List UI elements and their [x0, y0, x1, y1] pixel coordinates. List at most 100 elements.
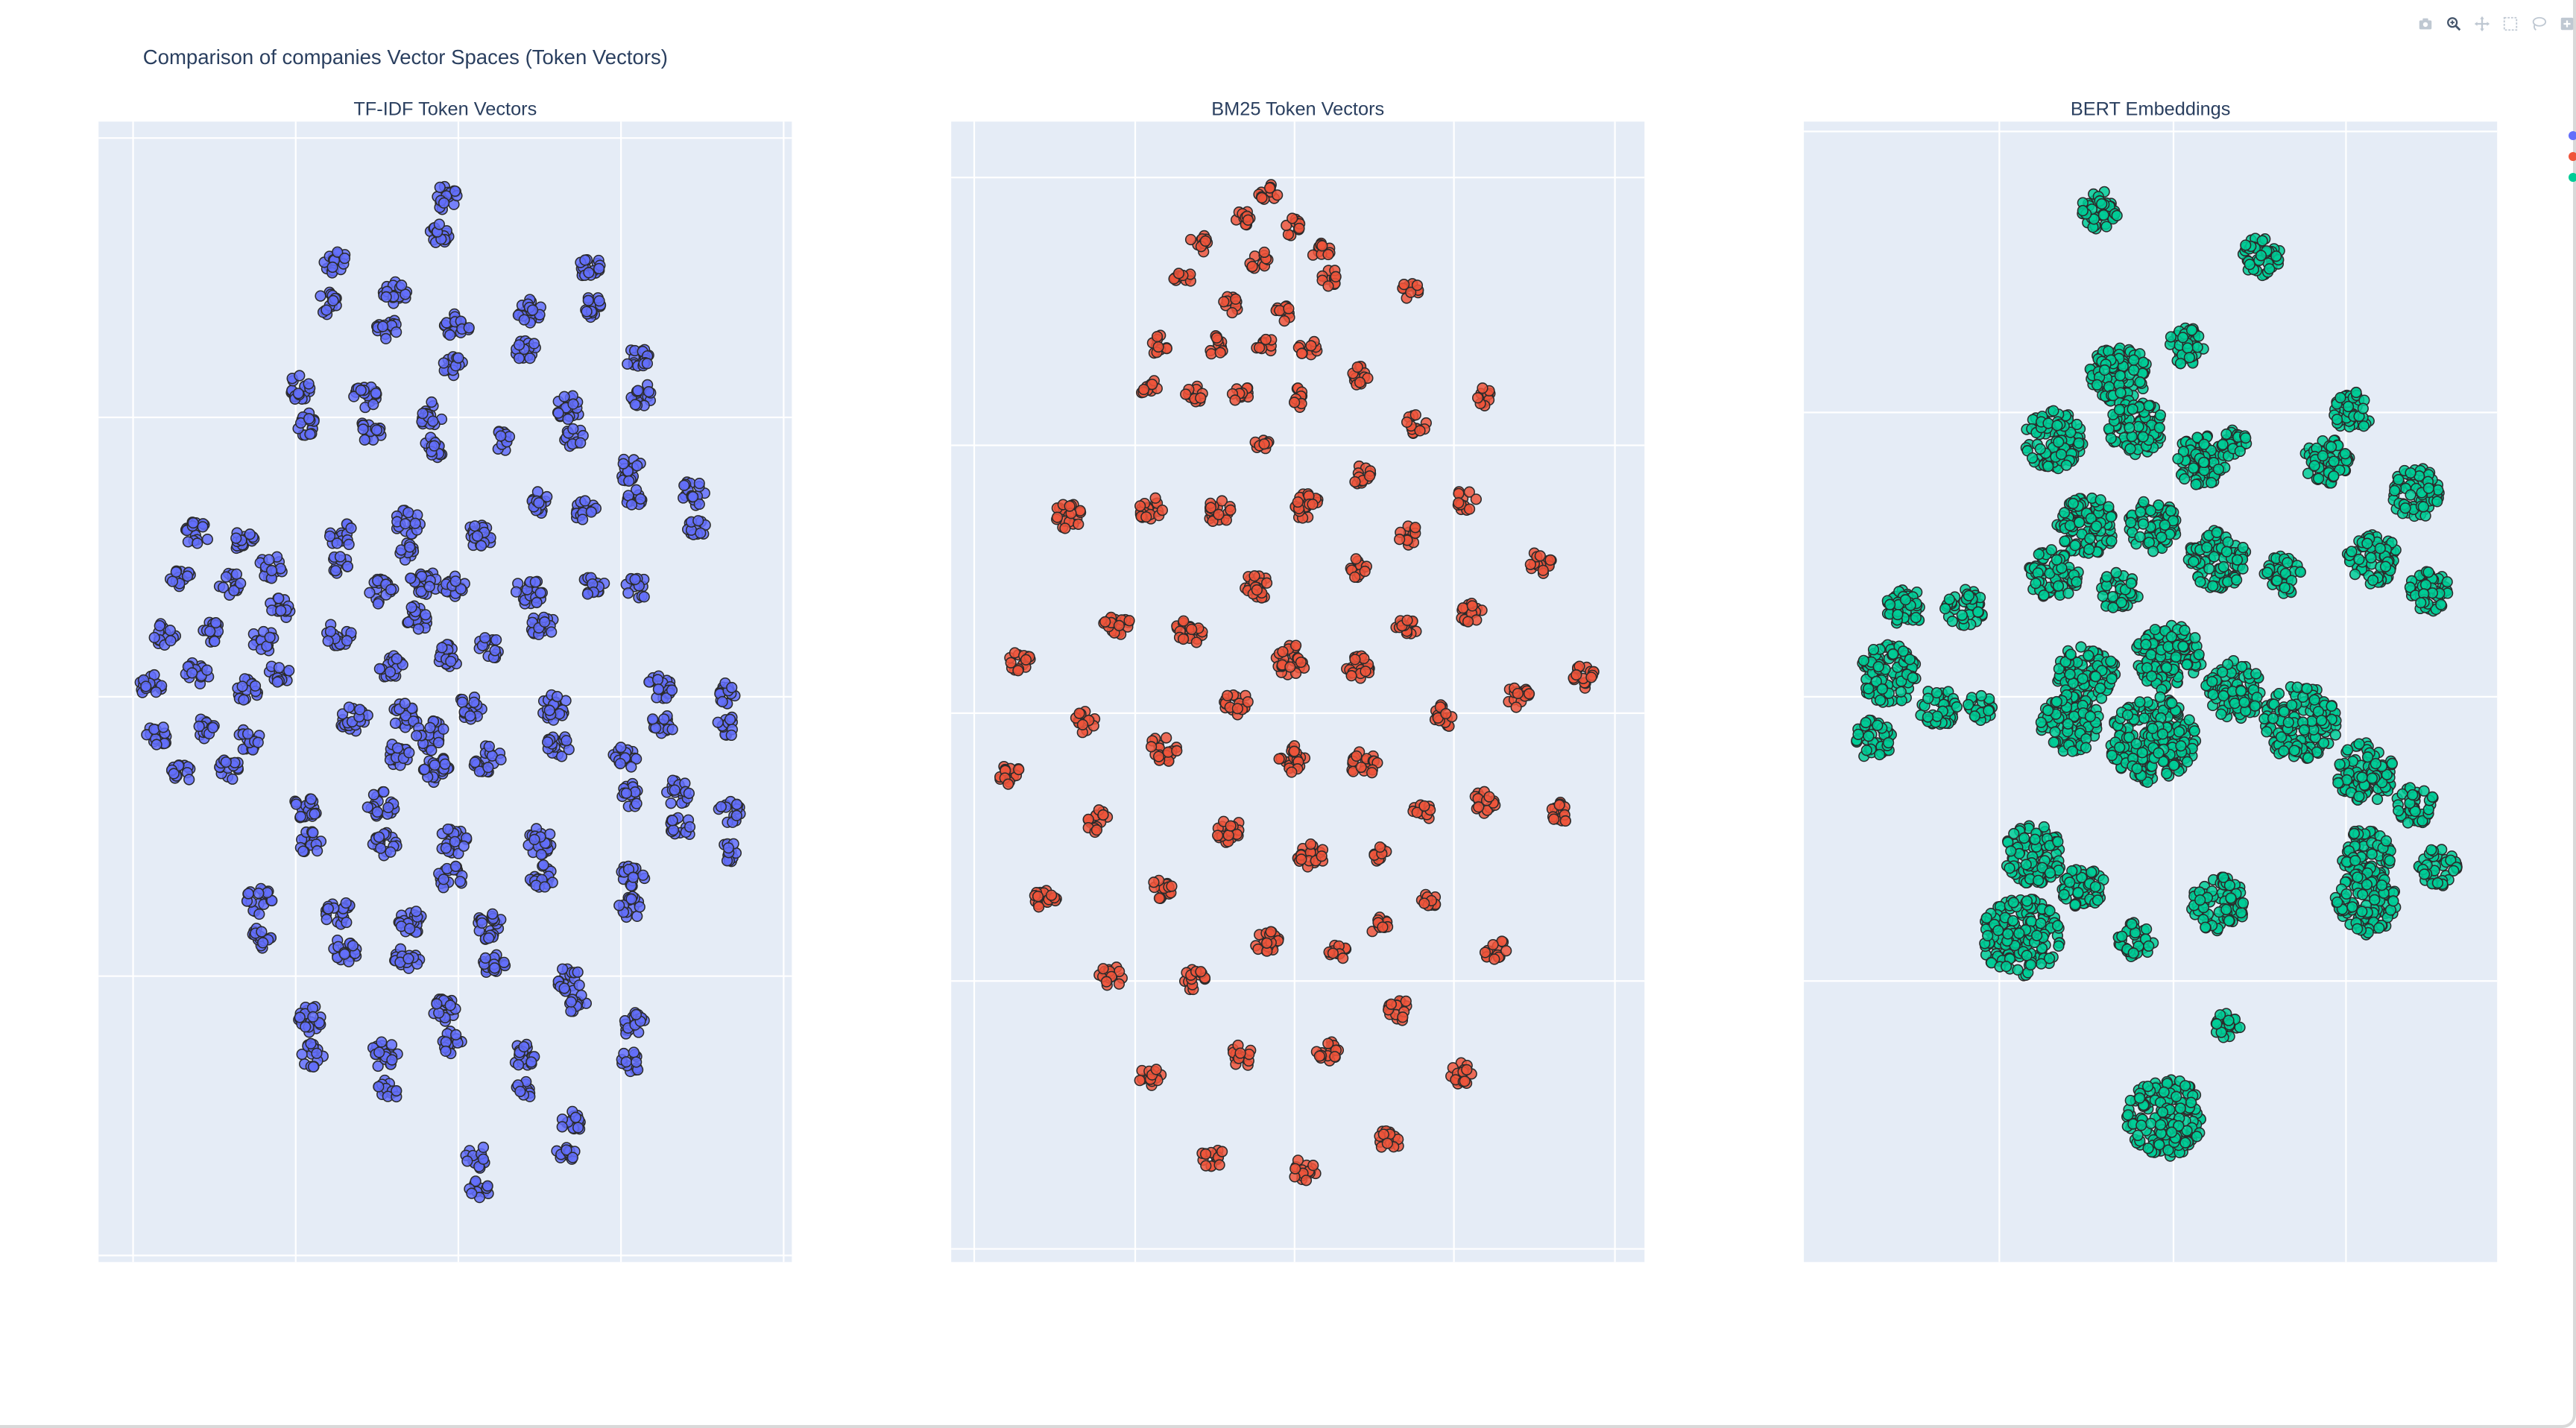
scatter-point [404, 541, 416, 553]
scatter-point [428, 440, 441, 452]
scatter-point [1295, 347, 1308, 359]
scatter-point [2415, 597, 2427, 609]
scatter-point [546, 626, 558, 638]
scatter-point [2231, 574, 2243, 586]
scatter-point [1963, 590, 1974, 601]
scatter-point [631, 1056, 643, 1068]
scatter-point [2053, 436, 2065, 448]
scatter-point [151, 739, 162, 751]
scatter-point [2084, 532, 2096, 545]
scatter-point [2140, 639, 2152, 651]
scatter-point [579, 254, 591, 266]
scatter-point [1874, 748, 1886, 761]
scatter-point [617, 458, 629, 470]
scatter-point [452, 352, 464, 364]
scatter-point [567, 398, 579, 410]
scatter-point [378, 786, 390, 798]
scatter-point [1897, 645, 1910, 657]
scatter-point [391, 742, 403, 754]
scatter-point [558, 982, 570, 994]
scatter-point [405, 601, 417, 613]
scatter-point [463, 322, 475, 334]
scatter-point [362, 801, 373, 813]
scatter-point [483, 741, 495, 753]
scatter-point [442, 823, 454, 835]
scatter-point [1327, 947, 1339, 959]
scatter-point [1214, 347, 1226, 358]
scatter-point [525, 1056, 537, 1068]
scatter-point [1922, 692, 1934, 704]
scatter-point [340, 897, 352, 909]
scatter-point [593, 295, 605, 307]
scatter-point [380, 291, 392, 303]
scatter-point [537, 859, 549, 871]
scatter-point [1263, 182, 1276, 194]
scatter-point [637, 869, 649, 881]
scatter-point [1857, 654, 1869, 666]
scatter-point [201, 534, 213, 546]
scatter-point [1289, 639, 1302, 651]
scatter-point [576, 514, 589, 525]
scatter-point [531, 596, 543, 609]
scatter-point [1161, 732, 1172, 744]
scatter-point [2182, 342, 2194, 354]
scatter-point [1213, 1159, 1225, 1171]
scatter-point [391, 326, 402, 338]
scatter-point [715, 800, 727, 812]
scatter-point [1459, 1075, 1471, 1087]
scatter-point [1316, 850, 1328, 862]
scatter-point [1963, 698, 1974, 711]
scatter-point [1350, 553, 1362, 565]
scatter-point [2207, 580, 2219, 592]
scatter-point [418, 763, 431, 775]
scatter-point [271, 676, 283, 688]
scatter-point [449, 575, 461, 587]
scatter-point [1860, 716, 1872, 729]
scatter-point [236, 680, 248, 692]
scatter-point [2059, 535, 2071, 547]
scatter-point [354, 704, 366, 715]
scatter-point [449, 185, 461, 198]
scatter-point [2071, 576, 2083, 588]
scatter-point [2190, 478, 2202, 490]
scatter-point [2106, 672, 2118, 685]
scatter-point [1305, 340, 1317, 352]
scatter-point [471, 530, 484, 542]
scatter-point [1032, 891, 1044, 903]
scatter-point [2313, 473, 2325, 484]
scatter-point [256, 926, 268, 938]
scatter-point [1195, 966, 1207, 978]
scatter-point [2220, 428, 2232, 440]
scatter-point [2105, 511, 2117, 523]
scatter-point [1225, 820, 1237, 832]
scatter-point [1385, 998, 1398, 1010]
scatter-point [2048, 405, 2059, 417]
scatter-point [1300, 1175, 1313, 1187]
scatter-point [2179, 625, 2191, 636]
scatter-point [643, 386, 654, 398]
scatter-point [1156, 504, 1168, 516]
scatter-point [1212, 830, 1224, 841]
scatter-point [687, 490, 699, 503]
scatter-point [1907, 672, 1919, 683]
scatter-point [518, 314, 530, 326]
subplot-bm25: BM25 Token Vectors [951, 98, 1645, 1263]
scatter-point [2342, 400, 2355, 413]
scatter-point [2193, 648, 2205, 660]
scatter-point [209, 635, 221, 648]
scatter-point [2256, 235, 2268, 247]
scatter-point [1969, 710, 1980, 722]
scatter-point [2325, 440, 2337, 453]
scatter-point [2051, 554, 2062, 566]
scatter-point [2125, 516, 2137, 528]
scatter-point [348, 391, 360, 402]
scatter-point [391, 653, 402, 665]
scatter-point [2197, 456, 2210, 469]
scatter-point [312, 845, 323, 857]
scatter-point [438, 723, 449, 735]
scatter-point [1166, 880, 1178, 892]
scatter-point [539, 616, 551, 628]
scatter-point [1146, 741, 1158, 753]
scatter-point [454, 876, 466, 888]
scatter-point [1479, 947, 1491, 958]
